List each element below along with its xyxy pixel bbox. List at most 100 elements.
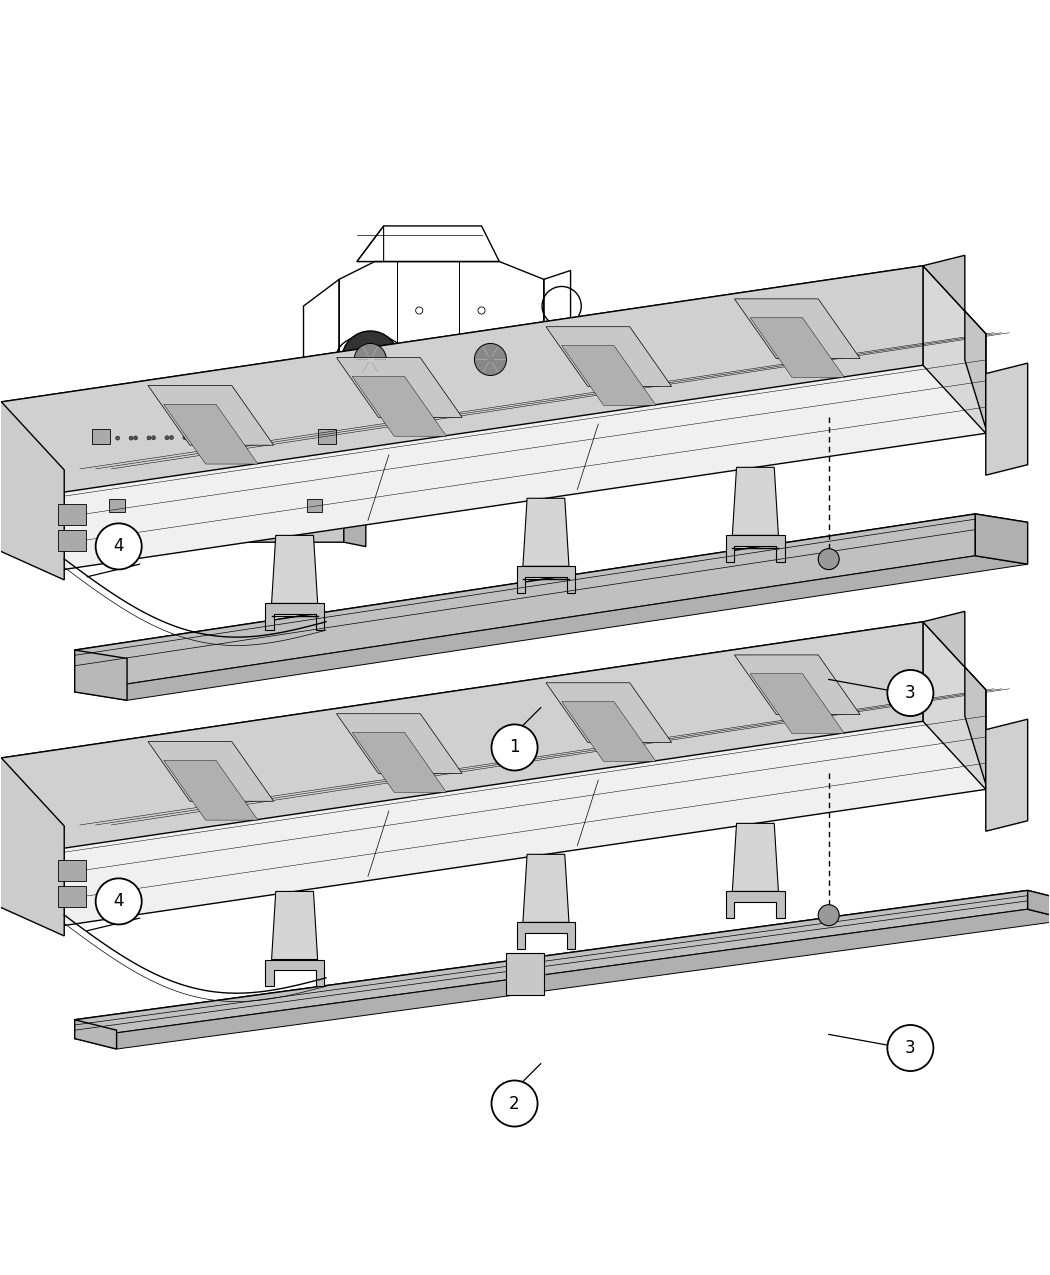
- Circle shape: [236, 435, 240, 439]
- Circle shape: [255, 435, 258, 439]
- Polygon shape: [986, 719, 1028, 831]
- Polygon shape: [517, 922, 575, 949]
- Circle shape: [818, 548, 839, 570]
- Polygon shape: [59, 434, 360, 478]
- Text: 3: 3: [905, 1039, 916, 1057]
- Circle shape: [475, 343, 506, 375]
- Circle shape: [218, 435, 223, 439]
- Polygon shape: [1, 757, 64, 926]
- Circle shape: [462, 332, 519, 388]
- Circle shape: [96, 878, 142, 924]
- Polygon shape: [750, 673, 844, 733]
- Polygon shape: [726, 891, 784, 918]
- Polygon shape: [923, 622, 986, 789]
- Polygon shape: [360, 434, 385, 483]
- FancyBboxPatch shape: [318, 430, 336, 444]
- Polygon shape: [734, 298, 860, 358]
- Polygon shape: [1, 402, 64, 570]
- Text: 1: 1: [509, 738, 520, 756]
- Polygon shape: [336, 358, 462, 417]
- Circle shape: [147, 436, 151, 440]
- Polygon shape: [272, 536, 318, 603]
- Circle shape: [887, 1025, 933, 1071]
- Polygon shape: [734, 655, 860, 714]
- FancyBboxPatch shape: [108, 499, 125, 513]
- Polygon shape: [732, 824, 778, 891]
- Polygon shape: [266, 960, 324, 986]
- Circle shape: [165, 436, 169, 440]
- Polygon shape: [266, 603, 324, 630]
- Circle shape: [116, 436, 120, 440]
- Polygon shape: [80, 502, 343, 542]
- Polygon shape: [1028, 890, 1050, 919]
- Circle shape: [188, 435, 191, 440]
- Polygon shape: [75, 909, 1050, 1049]
- Circle shape: [169, 436, 173, 440]
- Polygon shape: [75, 514, 975, 692]
- Polygon shape: [923, 265, 986, 434]
- Polygon shape: [272, 891, 318, 960]
- Polygon shape: [75, 556, 1028, 700]
- FancyBboxPatch shape: [58, 530, 86, 551]
- Polygon shape: [352, 733, 446, 792]
- Polygon shape: [923, 255, 986, 428]
- FancyBboxPatch shape: [307, 499, 322, 513]
- Circle shape: [887, 669, 933, 717]
- Circle shape: [96, 523, 142, 570]
- FancyBboxPatch shape: [92, 430, 109, 444]
- Circle shape: [242, 435, 246, 439]
- Polygon shape: [64, 690, 986, 926]
- Polygon shape: [1, 622, 986, 826]
- Polygon shape: [336, 714, 462, 774]
- Polygon shape: [148, 385, 274, 445]
- Polygon shape: [1, 265, 923, 501]
- Polygon shape: [80, 502, 365, 523]
- Polygon shape: [75, 650, 127, 700]
- Circle shape: [491, 724, 538, 770]
- Polygon shape: [164, 404, 258, 464]
- Circle shape: [354, 343, 386, 375]
- Polygon shape: [164, 760, 258, 820]
- Polygon shape: [148, 742, 274, 801]
- Polygon shape: [546, 326, 672, 386]
- Polygon shape: [343, 502, 365, 547]
- Text: 3: 3: [905, 683, 916, 703]
- Polygon shape: [517, 566, 575, 593]
- Polygon shape: [975, 514, 1028, 565]
- FancyBboxPatch shape: [58, 504, 86, 525]
- Polygon shape: [352, 376, 446, 436]
- Polygon shape: [75, 514, 1028, 658]
- Polygon shape: [64, 334, 986, 570]
- Circle shape: [151, 436, 155, 440]
- Polygon shape: [75, 1020, 117, 1049]
- Polygon shape: [506, 954, 544, 996]
- Circle shape: [224, 435, 228, 439]
- Polygon shape: [986, 363, 1028, 476]
- Circle shape: [129, 436, 133, 440]
- Polygon shape: [59, 440, 84, 483]
- FancyBboxPatch shape: [58, 886, 86, 907]
- Polygon shape: [732, 468, 778, 536]
- Text: 2: 2: [509, 1094, 520, 1113]
- Polygon shape: [523, 854, 569, 922]
- Polygon shape: [75, 890, 1028, 1039]
- Circle shape: [133, 436, 138, 440]
- Polygon shape: [0, 757, 64, 936]
- Circle shape: [342, 332, 399, 388]
- Polygon shape: [1, 622, 923, 857]
- Polygon shape: [750, 317, 844, 377]
- Polygon shape: [562, 346, 656, 405]
- Polygon shape: [546, 683, 672, 742]
- Polygon shape: [562, 701, 656, 761]
- Polygon shape: [523, 499, 569, 566]
- Circle shape: [206, 435, 209, 439]
- Circle shape: [491, 1080, 538, 1127]
- Circle shape: [183, 436, 187, 440]
- Polygon shape: [923, 611, 986, 784]
- Text: 4: 4: [113, 892, 124, 910]
- Circle shape: [818, 905, 839, 926]
- Polygon shape: [59, 434, 385, 456]
- Circle shape: [201, 435, 205, 440]
- FancyBboxPatch shape: [58, 861, 86, 881]
- Text: 4: 4: [113, 537, 124, 556]
